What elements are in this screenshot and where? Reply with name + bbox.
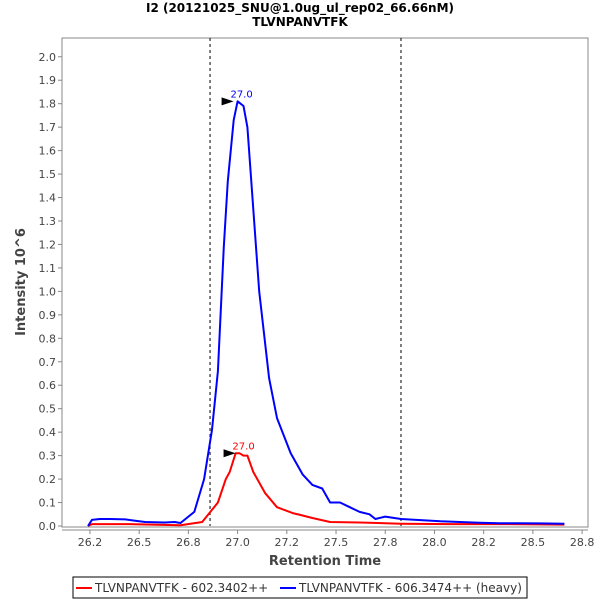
y-tick-label: 1.6 bbox=[39, 145, 57, 158]
y-axis: 0.0 0.1 0.2 0.3 0.4 0.5 0.6 0.7 0.8 0.9 1.0 1.1 1.2 1… bbox=[39, 51, 62, 533]
x-tick-label: 26.5 bbox=[127, 536, 152, 549]
series-lines: 27.0 27.0 bbox=[87, 89, 565, 527]
y-tick-label: 0.5 bbox=[39, 403, 57, 416]
y-tick-label: 1.2 bbox=[39, 238, 57, 251]
x-tick-label: 27.5 bbox=[324, 536, 349, 549]
y-tick-label: 0.2 bbox=[39, 473, 57, 486]
y-tick-label: 2.0 bbox=[39, 51, 57, 64]
y-tick-label: 0.9 bbox=[39, 309, 57, 322]
legend-label-heavy: TLVNPANVTFK - 606.3474++ (heavy) bbox=[298, 581, 522, 595]
x-tick-label: 28.0 bbox=[422, 536, 447, 549]
y-tick-label: 0.1 bbox=[39, 497, 57, 510]
y-tick-label: 0.4 bbox=[39, 426, 57, 439]
chart-subtitle: TLVNPANVTFK bbox=[252, 15, 348, 29]
x-tick-label: 26.2 bbox=[78, 536, 103, 549]
y-tick-label: 1.8 bbox=[39, 98, 57, 111]
x-tick-label: 28.5 bbox=[521, 536, 546, 549]
y-tick-label: 0.3 bbox=[39, 450, 57, 463]
x-tick-label: 27.2 bbox=[275, 536, 300, 549]
peak-marker-icon bbox=[221, 97, 234, 106]
y-tick-label: 1.0 bbox=[39, 285, 57, 298]
x-tick-label: 28.8 bbox=[570, 536, 595, 549]
y-tick-label: 0.7 bbox=[39, 356, 57, 369]
x-tick-label: 28.2 bbox=[471, 536, 496, 549]
series-line-0 bbox=[87, 452, 565, 527]
peak-marker-icon bbox=[223, 449, 236, 458]
y-tick-label: 0.8 bbox=[39, 332, 57, 345]
y-tick-label: 0.6 bbox=[39, 379, 57, 392]
chart-title: I2 (20121025_SNU@1.0ug_ul_rep02_66.66nM) bbox=[146, 1, 454, 16]
x-tick-label: 26.8 bbox=[176, 536, 201, 549]
y-axis-label: Intensity 10^6 bbox=[14, 228, 29, 336]
y-tick-label: 1.4 bbox=[39, 192, 57, 205]
legend-box bbox=[72, 576, 528, 599]
peak-label: 27.0 bbox=[230, 89, 252, 100]
legend: TLVNPANVTFK - 602.3402++ TLVNPANVTFK - 6… bbox=[72, 576, 528, 599]
y-tick-label: 1.9 bbox=[39, 74, 57, 87]
y-tick-label: 1.7 bbox=[39, 121, 57, 134]
legend-label-light: TLVNPANVTFK - 602.3402++ bbox=[94, 581, 268, 595]
x-axis-label: Retention Time bbox=[269, 554, 381, 569]
y-tick-label: 1.5 bbox=[39, 168, 57, 181]
x-tick-label: 27.8 bbox=[373, 536, 398, 549]
series-line-1 bbox=[87, 100, 565, 527]
y-tick-label: 1.3 bbox=[39, 215, 57, 228]
x-axis: 26.2 26.5 26.8 27.0 27.2 27.5 27.8 28.0 28.2 28.5… bbox=[62, 529, 595, 549]
y-tick-label: 1.1 bbox=[39, 262, 57, 275]
x-tick-label: 27.0 bbox=[225, 536, 250, 549]
y-tick-label: 0.0 bbox=[39, 520, 57, 533]
plot-area bbox=[61, 37, 589, 528]
peak-label: 27.0 bbox=[232, 441, 254, 452]
